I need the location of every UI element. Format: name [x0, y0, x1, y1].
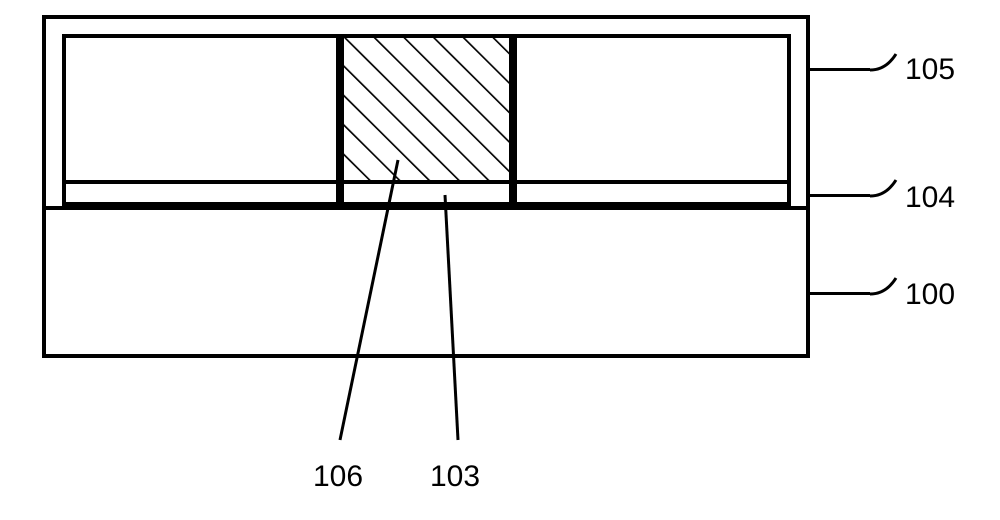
leader-curve-100 [868, 274, 904, 316]
leader-line-105 [810, 68, 870, 71]
label-100: 100 [905, 278, 955, 312]
leader-103 [440, 193, 470, 448]
left-rect [62, 34, 340, 184]
leader-curve-104 [868, 176, 904, 218]
label-103: 103 [430, 460, 480, 494]
leader-106 [335, 158, 405, 448]
thin-right [513, 184, 791, 206]
label-106: 106 [313, 460, 363, 494]
diagram-container: 105 104 100 106 103 [0, 0, 1000, 520]
substrate-line [42, 206, 810, 210]
right-rect [513, 34, 791, 184]
label-104: 104 [905, 181, 955, 215]
leader-line-104 [810, 194, 870, 197]
label-105: 105 [905, 53, 955, 87]
leader-curve-105 [868, 50, 904, 92]
leader-line-100 [810, 292, 870, 295]
thin-left [62, 184, 340, 206]
